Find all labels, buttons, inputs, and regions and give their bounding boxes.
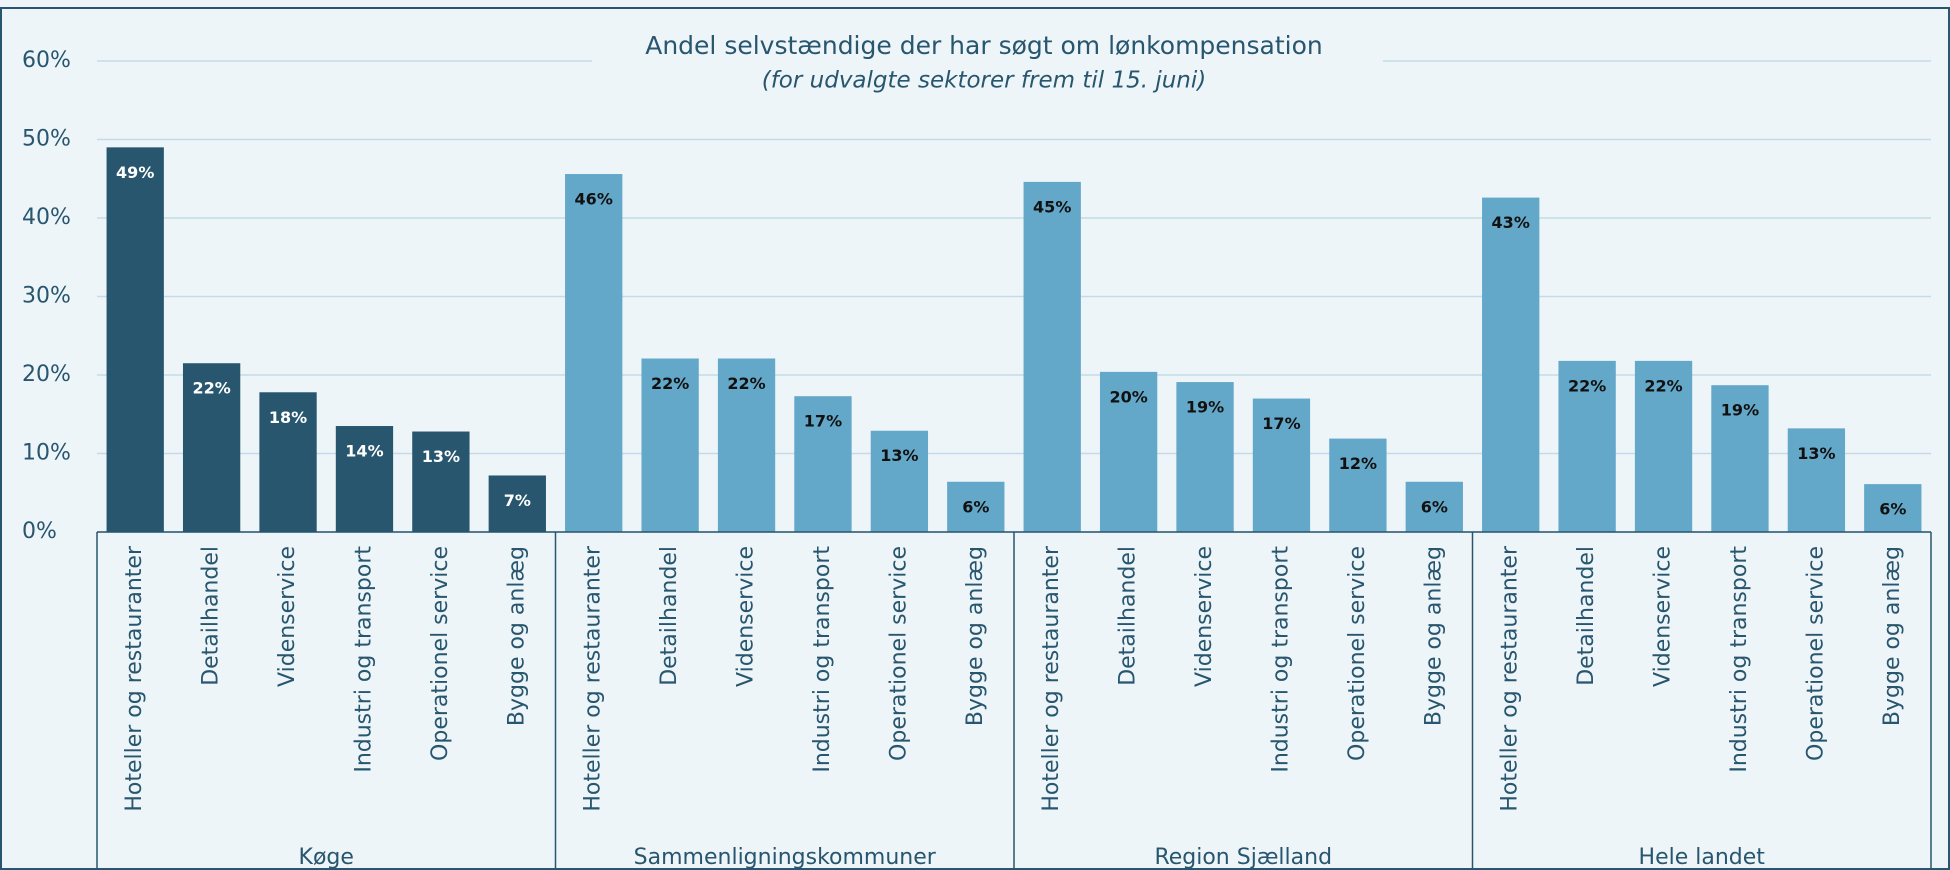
data-label: 22% [192, 379, 230, 398]
x-tick-label: Hoteller og restauranter [581, 545, 606, 812]
data-label: 20% [1109, 387, 1147, 406]
data-label: 12% [1339, 454, 1377, 473]
bar [1558, 360, 1616, 532]
x-tick-label: Videnservice [1651, 546, 1676, 687]
y-tick-label: 20% [22, 362, 71, 387]
y-tick-label: 60% [22, 48, 71, 73]
data-label: 22% [651, 374, 689, 393]
data-label: 13% [1797, 444, 1835, 463]
data-label: 6% [962, 497, 989, 516]
data-label: 17% [804, 412, 842, 431]
bar [1711, 385, 1769, 532]
bar [1329, 438, 1387, 532]
bar [182, 363, 241, 532]
x-tick-label: Hoteller og restauranter [1498, 545, 1523, 812]
data-label: 13% [422, 447, 460, 466]
x-tick-label: Detailhandel [1116, 546, 1141, 686]
data-label: 19% [1186, 398, 1224, 417]
x-tick-label: Industri og transport [1268, 546, 1293, 773]
x-tick-label: Operationel service [1803, 546, 1828, 761]
bar [641, 358, 699, 532]
data-label: 17% [1262, 414, 1300, 433]
bar [335, 426, 394, 532]
bar [1176, 382, 1234, 532]
group-label: Region Sjælland [1154, 845, 1332, 870]
x-tick-label: Industri og transport [1727, 546, 1752, 773]
bar [1482, 197, 1540, 532]
bar [1405, 481, 1463, 532]
data-label: 46% [575, 190, 613, 209]
data-label: 7% [504, 491, 531, 510]
bar [259, 392, 317, 532]
data-label: 19% [1721, 401, 1759, 420]
data-label: 49% [116, 163, 154, 182]
group-label: Hele landet [1639, 845, 1766, 870]
x-tick-label: Videnservice [1192, 546, 1217, 687]
bar [1252, 398, 1311, 532]
bar [947, 481, 1005, 532]
bar [1023, 181, 1081, 532]
bar [488, 475, 546, 532]
bar [565, 174, 623, 533]
y-tick-label: 50% [22, 127, 71, 152]
y-tick-label: 10% [22, 441, 71, 466]
chart-subtitle: (for udvalgte sektorer frem til 15. juni… [762, 68, 1207, 94]
data-label: 22% [1568, 376, 1606, 395]
x-tick-label: Operationel service [1345, 546, 1370, 761]
y-tick-label: 40% [22, 205, 71, 230]
bar [1634, 360, 1693, 532]
data-label: 22% [727, 374, 765, 393]
x-tick-label: Videnservice [275, 546, 300, 687]
group-label: Køge [299, 845, 354, 870]
x-tick-label: Videnservice [734, 546, 759, 687]
x-tick-label: Industri og transport [810, 546, 835, 773]
x-tick-label: Detailhandel [657, 546, 682, 686]
bar [412, 431, 470, 532]
x-tick-label: Bygge og anlæg [1421, 546, 1446, 726]
x-tick-label: Industri og transport [351, 546, 376, 773]
data-label: 14% [345, 442, 383, 461]
x-tick-label: Detailhandel [199, 546, 224, 686]
bar [717, 358, 776, 532]
data-label: 22% [1644, 376, 1682, 395]
x-tick-label: Hoteller og restauranter [1039, 545, 1064, 812]
y-tick-label: 0% [22, 519, 57, 544]
data-label: 6% [1421, 497, 1448, 516]
group-label: Sammenligningskommuner [634, 845, 937, 870]
bar [1864, 484, 1922, 532]
bar [1787, 428, 1846, 532]
x-tick-label: Hoteller og restauranter [122, 545, 147, 812]
data-label: 6% [1879, 500, 1906, 519]
x-tick-label: Operationel service [428, 546, 453, 761]
x-tick-label: Bygge og anlæg [963, 546, 988, 726]
bar [870, 430, 929, 532]
y-tick-label: 30% [22, 284, 71, 309]
x-tick-label: Bygge og anlæg [1880, 546, 1905, 726]
x-tick-label: Detailhandel [1574, 546, 1599, 686]
data-label: 18% [269, 408, 307, 427]
bar [1099, 371, 1158, 532]
x-tick-label: Operationel service [886, 546, 911, 761]
bar [106, 147, 164, 532]
data-label: 45% [1033, 197, 1071, 216]
frame [0, 7, 1950, 870]
data-label: 13% [880, 446, 918, 465]
data-label: 43% [1492, 213, 1530, 232]
title-backdrop [592, 22, 1383, 92]
chart-title: Andel selvstændige der har søgt om lønko… [645, 31, 1323, 60]
bar [794, 396, 852, 532]
x-tick-label: Bygge og anlæg [504, 546, 529, 726]
